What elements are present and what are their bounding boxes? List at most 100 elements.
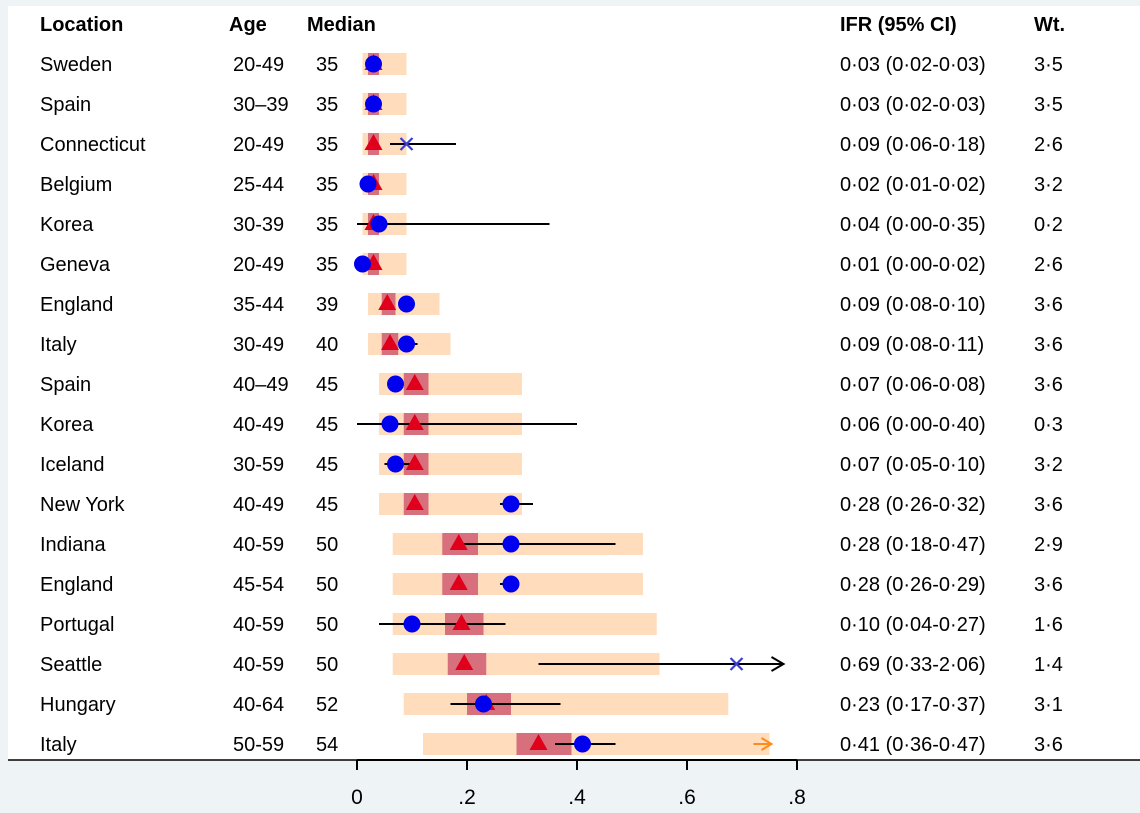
row-10-median: 45 bbox=[316, 414, 338, 436]
row-13-median: 50 bbox=[316, 534, 338, 556]
row-7-model-triangle bbox=[378, 294, 397, 310]
row-15-ifr-text: 0·10 (0·04-0·27) bbox=[840, 614, 986, 636]
row-18-ifr-text: 0·41 (0·36-0·47) bbox=[840, 734, 986, 756]
row-4-location: Belgium bbox=[40, 174, 112, 196]
header-median: Median bbox=[307, 14, 376, 36]
row-5-weight: 0·2 bbox=[1034, 214, 1063, 236]
row-14-weight: 3·6 bbox=[1034, 574, 1063, 596]
row-14-median: 50 bbox=[316, 574, 338, 596]
row-16-median: 50 bbox=[316, 654, 338, 676]
row-13-model-triangle bbox=[449, 534, 468, 550]
row-15-model-triangle bbox=[452, 614, 471, 630]
row-4-median: 35 bbox=[316, 174, 338, 196]
row-1-estimate-circle bbox=[365, 55, 382, 73]
row-10-age: 40-49 bbox=[233, 414, 284, 436]
ci-lines bbox=[357, 63, 786, 751]
row-17-age: 40-64 bbox=[233, 694, 284, 716]
row-11-weight: 3·2 bbox=[1034, 454, 1063, 476]
row-18-band-overflow-arrow bbox=[760, 737, 774, 751]
header-location: Location bbox=[40, 14, 123, 36]
row-8-median: 40 bbox=[316, 334, 338, 356]
x-tick-label-4: .8 bbox=[788, 786, 806, 809]
row-17-estimate-circle bbox=[475, 695, 492, 713]
row-15-estimate-circle bbox=[403, 615, 421, 633]
row-13-ifr-text: 0·28 (0·18-0·47) bbox=[840, 534, 986, 556]
row-7-weight: 3·6 bbox=[1034, 294, 1063, 316]
row-10-weight: 0·3 bbox=[1034, 414, 1063, 436]
row-16-age: 40-59 bbox=[233, 654, 284, 676]
row-4-age: 25-44 bbox=[233, 174, 284, 196]
row-16-model-triangle bbox=[455, 654, 474, 670]
row-6-location: Geneva bbox=[40, 254, 111, 276]
row-6-age: 20-49 bbox=[233, 254, 284, 276]
row-18-age: 50-59 bbox=[233, 734, 284, 756]
row-6-estimate-circle bbox=[354, 255, 371, 273]
row-5-median: 35 bbox=[316, 214, 338, 236]
row-13-age: 40-59 bbox=[233, 534, 284, 556]
row-14-model-triangle bbox=[449, 574, 468, 590]
header-row: Location Age Median IFR (95% CI) Wt. bbox=[40, 14, 1065, 36]
row-18-weight: 3·6 bbox=[1034, 734, 1063, 756]
row-1-location: Sweden bbox=[40, 54, 112, 76]
markers bbox=[354, 54, 744, 753]
x-axis: 0 .2 .4 .6 .8 bbox=[8, 759, 1140, 809]
row-8-model-triangle bbox=[381, 334, 399, 350]
row-2-estimate-circle bbox=[365, 95, 382, 113]
row-5-ifr-text: 0·04 (0·00-0·35) bbox=[840, 214, 986, 236]
row-2-weight: 3·5 bbox=[1034, 94, 1063, 116]
row-12-ifr-text: 0·28 (0·26-0·32) bbox=[840, 494, 986, 516]
row-11-age: 30-59 bbox=[233, 454, 284, 476]
row-6-median: 35 bbox=[316, 254, 338, 276]
row-5-location: Korea bbox=[40, 214, 94, 236]
row-15-median: 50 bbox=[316, 614, 338, 636]
row-11-ifr-text: 0·07 (0·05-0·10) bbox=[840, 454, 986, 476]
row-12-estimate-circle bbox=[502, 495, 520, 513]
row-11-median: 45 bbox=[316, 454, 338, 476]
row-labels: Sweden 20-49 35 0·03 (0·02-0·03) 3·5 Spain 30–… bbox=[40, 54, 1063, 756]
header-ifr: IFR (95% CI) bbox=[840, 14, 957, 36]
row-8-location: Italy bbox=[40, 334, 77, 356]
row-18-model-triangle bbox=[529, 734, 548, 750]
row-11-model-triangle bbox=[405, 454, 424, 470]
row-12-age: 40-49 bbox=[233, 494, 284, 516]
row-3-median: 35 bbox=[316, 134, 338, 156]
row-16-weight: 1·4 bbox=[1034, 654, 1063, 676]
x-tick-label-1: .2 bbox=[458, 786, 476, 809]
row-17-median: 52 bbox=[316, 694, 338, 716]
row-11-location: Iceland bbox=[40, 454, 105, 476]
row-9-ifr-text: 0·07 (0·06-0·08) bbox=[840, 374, 986, 396]
x-tick-label-0: 0 bbox=[351, 786, 363, 809]
row-15-weight: 1·6 bbox=[1034, 614, 1063, 636]
row-9-age: 40–49 bbox=[233, 374, 289, 396]
row-10-estimate-circle bbox=[381, 415, 399, 433]
row-10-model-triangle bbox=[405, 414, 424, 430]
row-13-weight: 2·9 bbox=[1034, 534, 1063, 556]
row-6-weight: 2·6 bbox=[1034, 254, 1063, 276]
row-12-weight: 3·6 bbox=[1034, 494, 1063, 516]
row-3-weight: 2·6 bbox=[1034, 134, 1063, 156]
row-4-ifr-text: 0·02 (0·01-0·02) bbox=[840, 174, 986, 196]
row-9-median: 45 bbox=[316, 374, 338, 396]
row-7-ifr-text: 0·09 (0·08-0·10) bbox=[840, 294, 986, 316]
row-3-age: 20-49 bbox=[233, 134, 284, 156]
row-17-location: Hungary bbox=[40, 694, 116, 716]
header-age: Age bbox=[229, 14, 267, 36]
row-7-age: 35-44 bbox=[233, 294, 284, 316]
row-12-median: 45 bbox=[316, 494, 338, 516]
row-7-estimate-circle bbox=[398, 295, 415, 313]
row-1-median: 35 bbox=[316, 54, 338, 76]
row-7-median: 39 bbox=[316, 294, 338, 316]
row-12-model-triangle bbox=[405, 494, 424, 510]
row-8-weight: 3·6 bbox=[1034, 334, 1063, 356]
row-15-location: Portugal bbox=[40, 614, 115, 636]
row-1-weight: 3·5 bbox=[1034, 54, 1063, 76]
row-18-location: Italy bbox=[40, 734, 77, 756]
x-tick-label-2: .4 bbox=[568, 786, 586, 809]
row-5-estimate-circle bbox=[370, 215, 388, 233]
row-4-weight: 3·2 bbox=[1034, 174, 1063, 196]
row-16-location: Seattle bbox=[40, 654, 102, 676]
row-5-age: 30-39 bbox=[233, 214, 284, 236]
row-3-location: Connecticut bbox=[40, 134, 146, 156]
row-2-location: Spain bbox=[40, 94, 91, 116]
